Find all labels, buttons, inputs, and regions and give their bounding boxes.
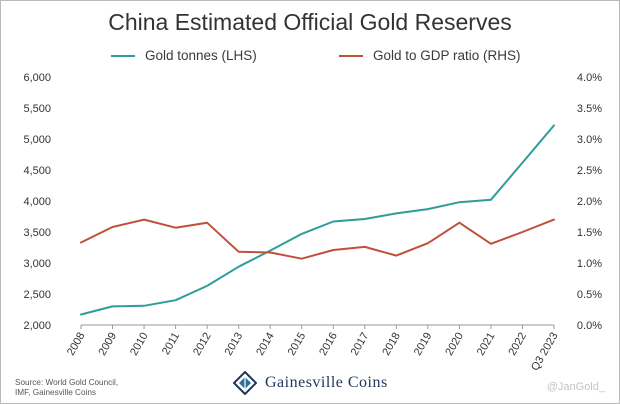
left-axis-tick-label: 4,000: [23, 196, 51, 208]
brand-logo: Gainesville Coins: [233, 371, 388, 395]
legend-label-gold-gdp-ratio: Gold to GDP ratio (RHS): [373, 48, 521, 63]
x-axis-tick-label: 2009: [96, 331, 119, 358]
x-axis-tick-label: 2015: [286, 331, 309, 358]
legend-swatch-gold-tonnes: [111, 54, 135, 57]
brand-name: Gainesville Coins: [265, 374, 388, 391]
right-axis-tick-label: 4.0%: [577, 72, 602, 84]
source-note: Source: World Gold Council, IMF, Gainesv…: [15, 378, 118, 398]
x-axis-tick-label: 2022: [506, 331, 529, 358]
right-axis-tick-label: 3.5%: [577, 103, 602, 115]
right-axis-tick-label: 2.5%: [577, 165, 602, 177]
right-axis-tick-label: 1.0%: [577, 258, 602, 270]
left-axis-tick-label: 5,500: [23, 103, 51, 115]
left-axis-tick-label: 4,500: [23, 165, 51, 177]
left-axis-tick-label: 5,000: [23, 134, 51, 146]
x-axis-tick-label: 2018: [380, 331, 403, 358]
right-axis-tick-label: 0.5%: [577, 289, 602, 301]
left-axis-tick-label: 3,500: [23, 227, 51, 239]
x-axis-tick-label: 2021: [475, 331, 498, 358]
source-line-1: Source: World Gold Council,: [15, 378, 119, 387]
series-line-gold-tonnes: [80, 124, 555, 316]
legend-item-gold-tonnes: Gold tonnes (LHS): [111, 48, 257, 63]
x-axis-tick-label: 2012: [191, 331, 214, 358]
chart-title: China Estimated Official Gold Reserves: [108, 9, 512, 35]
right-axis-tick-label: 2.0%: [577, 196, 602, 208]
x-axis-tick-label: 2019: [412, 331, 435, 358]
left-axis-tick-label: 3,000: [23, 258, 51, 270]
left-axis-tick-label: 2,000: [23, 320, 51, 332]
x-axis-tick-label: 2020: [443, 331, 466, 358]
right-axis-tick-label: 0.0%: [577, 320, 602, 332]
brand-emblem-icon: [233, 371, 257, 395]
x-axis-tick-label: 2017: [349, 331, 372, 358]
x-axis-tick-label: 2008: [65, 331, 88, 358]
x-axis-tick-label: 2014: [254, 331, 277, 358]
x-axis-tick-label: 2016: [317, 331, 340, 358]
legend-swatch-gold-gdp-ratio: [339, 54, 363, 57]
chart-legend: Gold tonnes (LHS) Gold to GDP ratio (RHS…: [1, 48, 619, 66]
left-axis-tick-label: 2,500: [23, 289, 51, 301]
x-axis-tick-label: Q3 2023: [529, 331, 560, 374]
series-line-gold-gdp-ratio: [80, 218, 555, 260]
legend-label-gold-tonnes: Gold tonnes (LHS): [145, 48, 257, 63]
x-axis-tick-label: 2011: [160, 331, 182, 357]
x-axis-tick-label: 2010: [128, 331, 151, 358]
right-axis-tick-label: 1.5%: [577, 227, 602, 239]
author-handle: @JanGold_: [546, 381, 605, 393]
left-axis-tick-label: 6,000: [23, 72, 51, 84]
legend-item-gold-gdp-ratio: Gold to GDP ratio (RHS): [339, 48, 521, 63]
right-axis-tick-label: 3.0%: [577, 134, 602, 146]
source-line-2: IMF, Gainesville Coins: [15, 388, 96, 397]
x-axis-tick-label: 2013: [223, 331, 246, 358]
